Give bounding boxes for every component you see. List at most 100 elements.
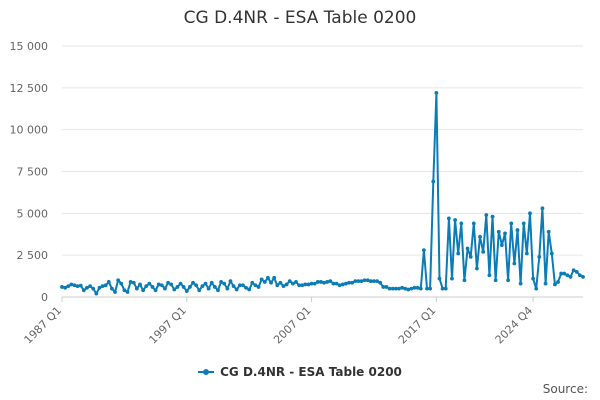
data-point bbox=[437, 276, 442, 281]
data-point bbox=[106, 280, 111, 284]
data-point bbox=[287, 279, 292, 284]
data-point bbox=[556, 280, 560, 284]
data-point bbox=[156, 282, 161, 287]
data-point bbox=[325, 280, 330, 284]
data-point bbox=[431, 179, 436, 184]
data-point bbox=[337, 283, 342, 288]
data-point bbox=[478, 234, 482, 239]
data-point bbox=[490, 214, 495, 219]
data-point bbox=[128, 280, 133, 284]
data-point bbox=[256, 285, 261, 289]
legend[interactable]: CG D.4NR - ESA Table 0200 bbox=[0, 365, 600, 379]
data-point bbox=[328, 279, 333, 284]
data-point bbox=[521, 221, 526, 226]
data-point bbox=[434, 90, 439, 95]
data-point bbox=[237, 283, 242, 288]
data-point bbox=[571, 268, 576, 273]
data-point bbox=[297, 283, 302, 288]
data-point bbox=[150, 285, 155, 289]
data-point bbox=[368, 279, 373, 284]
data-point bbox=[403, 286, 408, 291]
data-point bbox=[359, 279, 364, 284]
data-point bbox=[465, 246, 470, 251]
data-point bbox=[518, 281, 523, 286]
data-point bbox=[524, 251, 529, 256]
data-point bbox=[574, 270, 579, 274]
data-point bbox=[456, 251, 461, 256]
data-point bbox=[234, 287, 239, 292]
legend-item[interactable]: CG D.4NR - ESA Table 0200 bbox=[198, 365, 402, 379]
data-point bbox=[94, 291, 99, 296]
data-point bbox=[69, 282, 74, 287]
x-tick-label: 2017 Q1 bbox=[396, 304, 439, 347]
data-point bbox=[468, 254, 473, 259]
data-point bbox=[231, 284, 236, 289]
data-point bbox=[350, 280, 355, 285]
data-point bbox=[393, 286, 398, 291]
data-point bbox=[568, 275, 573, 279]
data-point bbox=[303, 282, 308, 287]
data-point bbox=[496, 229, 501, 234]
source-label: Source: bbox=[542, 382, 588, 396]
data-point bbox=[503, 231, 507, 236]
data-point bbox=[153, 288, 158, 293]
data-point bbox=[209, 280, 214, 285]
data-point bbox=[565, 273, 570, 278]
x-tick-label: 1997 Q1 bbox=[146, 304, 189, 347]
data-point bbox=[506, 278, 511, 283]
data-point bbox=[281, 284, 286, 289]
data-point bbox=[166, 280, 170, 285]
data-point bbox=[247, 287, 252, 292]
data-point bbox=[141, 288, 146, 293]
gridlines bbox=[62, 45, 583, 298]
data-point bbox=[250, 280, 255, 285]
data-point bbox=[362, 278, 367, 283]
data-point bbox=[459, 221, 464, 226]
data-point bbox=[91, 286, 96, 291]
data-point bbox=[387, 286, 392, 291]
x-axis: 1987 Q1 1997 Q1 2007 Q1 2017 Q1 2024 Q4 bbox=[22, 297, 535, 347]
y-tick-label: 10 000 bbox=[10, 124, 49, 137]
data-point bbox=[562, 271, 567, 276]
data-point bbox=[284, 282, 289, 287]
data-point bbox=[453, 218, 457, 222]
data-point bbox=[400, 285, 404, 290]
data-point bbox=[306, 282, 311, 287]
data-point bbox=[390, 286, 395, 291]
data-point bbox=[415, 285, 420, 290]
series-layer bbox=[60, 90, 585, 296]
data-point bbox=[537, 254, 542, 259]
data-point bbox=[88, 284, 92, 289]
data-point bbox=[228, 279, 233, 284]
data-point bbox=[81, 288, 86, 293]
data-point bbox=[425, 286, 429, 291]
data-point bbox=[375, 279, 379, 284]
data-point bbox=[181, 285, 186, 289]
data-point bbox=[78, 283, 83, 288]
data-point bbox=[365, 278, 370, 283]
data-point bbox=[543, 281, 548, 286]
data-point bbox=[347, 280, 351, 285]
data-point bbox=[184, 289, 189, 294]
data-point bbox=[278, 280, 283, 285]
data-point bbox=[381, 285, 386, 289]
legend-marker-icon bbox=[198, 368, 215, 376]
data-point bbox=[122, 288, 127, 293]
data-point bbox=[515, 228, 520, 232]
data-point bbox=[481, 249, 486, 254]
data-point bbox=[528, 211, 532, 216]
data-point bbox=[312, 281, 317, 286]
data-point bbox=[253, 283, 258, 288]
data-point bbox=[553, 282, 557, 287]
data-point bbox=[103, 283, 108, 288]
data-point bbox=[191, 280, 195, 285]
data-point bbox=[172, 287, 177, 292]
data-point bbox=[446, 216, 451, 221]
y-tick-label: 2 500 bbox=[17, 249, 49, 262]
data-point bbox=[72, 283, 77, 288]
data-point bbox=[512, 261, 517, 266]
data-point bbox=[97, 285, 102, 290]
data-point bbox=[471, 221, 476, 226]
data-point bbox=[244, 285, 248, 290]
data-point bbox=[66, 284, 71, 289]
